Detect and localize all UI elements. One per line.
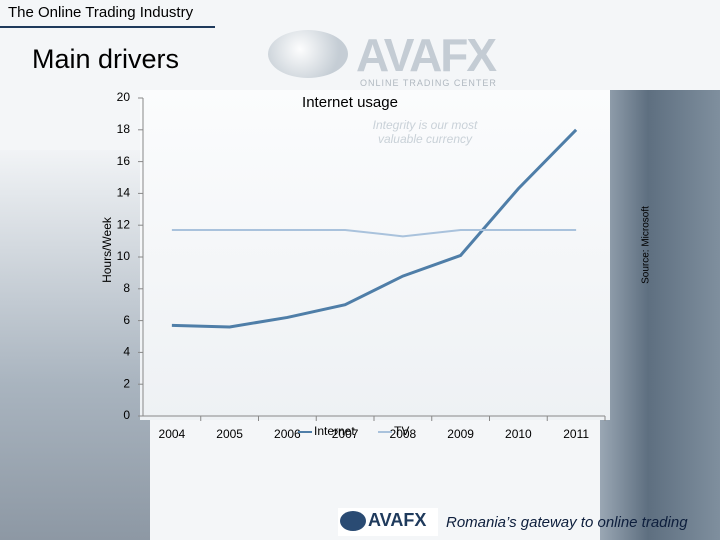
- y-tick-label: 16: [117, 154, 131, 168]
- y-tick-label: 4: [123, 345, 130, 359]
- x-tick-label: 2011: [563, 427, 589, 441]
- y-tick-label: 8: [123, 281, 130, 295]
- x-tick-label: 2006: [274, 427, 301, 441]
- x-tick-label: 2010: [505, 427, 532, 441]
- y-tick-label: 20: [117, 90, 131, 104]
- line-series: [171, 128, 578, 329]
- x-tick-label: 2004: [159, 427, 186, 441]
- logo-text: AVAFX: [356, 29, 497, 81]
- footer-logo-text: AVAFX: [368, 510, 427, 530]
- footer-logo-mark: [340, 511, 366, 531]
- x-tick-label: 2007: [332, 427, 359, 441]
- logo-mark: [268, 30, 348, 78]
- background-right: [600, 90, 720, 540]
- plot-background: [140, 90, 610, 420]
- legend-label: Internet: [314, 424, 355, 438]
- y-axis-label: Hours/Week: [100, 216, 114, 283]
- background-left: [0, 150, 150, 540]
- source-note: Source: Microsoft: [641, 206, 652, 284]
- y-tick-label: 0: [123, 408, 130, 422]
- y-tick-label: 14: [117, 186, 131, 200]
- x-tick-label: 2005: [216, 427, 243, 441]
- footer-logo: AVAFX: [338, 508, 438, 536]
- logo-subtitle: ONLINE TRADING CENTER: [360, 78, 497, 88]
- x-tick-label: 2009: [447, 427, 474, 441]
- heading: Main drivers: [32, 44, 180, 74]
- y-tick-label: 18: [117, 122, 131, 136]
- chart-title: Internet usage: [302, 94, 398, 111]
- y-tick-label: 12: [117, 217, 131, 231]
- legend-label: TV: [394, 424, 409, 438]
- y-tick-label: 6: [123, 313, 130, 327]
- tagline: Integrity is our most valuable currency: [372, 118, 478, 146]
- header-title: The Online Trading Industry: [8, 4, 194, 21]
- header: The Online Trading Industry: [0, 0, 215, 28]
- y-tick-label: 2: [123, 376, 130, 390]
- footer-tagline: Romania’s gateway to online trading: [446, 514, 688, 531]
- y-tick-label: 10: [117, 249, 131, 263]
- line-series: [171, 228, 577, 238]
- logo: AVAFX ONLINE TRADING CENTER: [268, 28, 508, 90]
- x-tick-label: 2008: [390, 427, 417, 441]
